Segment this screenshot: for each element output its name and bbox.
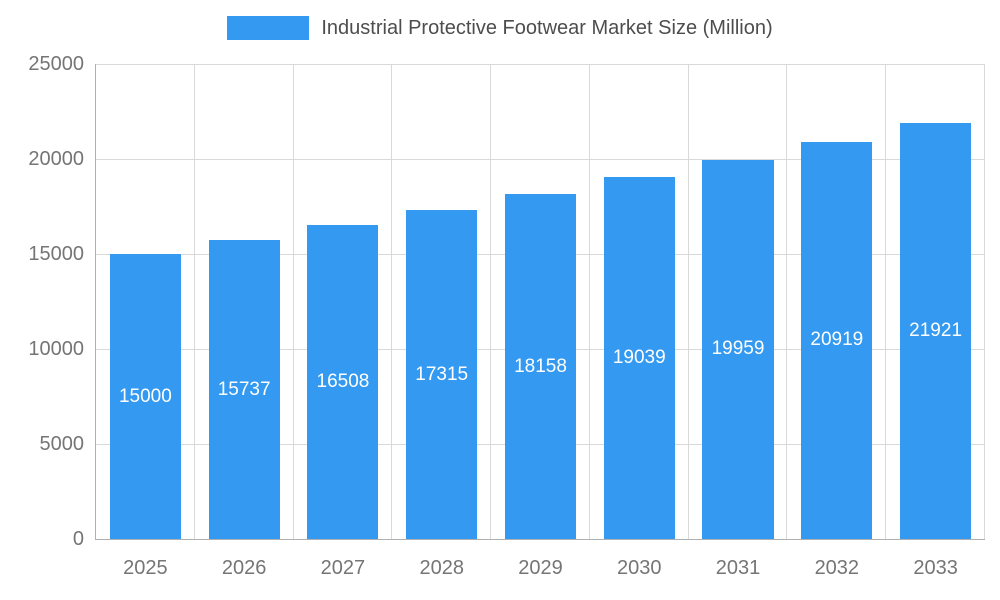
y-axis-tick-label: 25000 [28,53,84,75]
chart-legend[interactable]: Industrial Protective Footwear Market Si… [0,16,1000,40]
x-axis-tick-label: 2025 [123,557,168,579]
x-axis-tick-label: 2033 [913,557,958,579]
x-axis-tick-label: 2032 [814,557,860,579]
y-axis-tick-label: 0 [72,528,84,550]
y-axis-tick-label: 5000 [39,433,85,455]
y-axis-tick-label: 10000 [28,338,84,360]
x-axis-tick-label: 2030 [617,557,662,579]
bar-2033: 21921 [900,122,972,539]
x-axis-tick-label: 2029 [518,557,563,579]
x-gridline [490,64,492,539]
bar-2027: 16508 [307,225,379,539]
bar-2026: 15737 [208,240,280,539]
y-axis-tick-label: 20000 [28,148,84,170]
x-axis-tick-label: 2026 [221,557,267,579]
y-gridline [96,159,985,160]
y-axis-tick-label: 15000 [28,243,84,265]
bar-2032: 20919 [801,141,873,539]
y-gridline [96,64,985,65]
bar-value-label: 21921 [909,319,963,341]
x-gridline [885,64,887,539]
x-gridline [193,64,195,539]
x-axis-tick-label: 2031 [715,557,761,579]
bar-value-label: 19959 [711,338,765,360]
x-gridline [391,64,393,539]
bar-value-label: 20919 [810,329,864,351]
bar-2031: 19959 [702,159,774,539]
chart-title: Industrial Protective Footwear Market Si… [321,16,773,39]
bar-value-label: 18158 [514,355,567,377]
x-gridline [786,64,788,539]
x-axis-tick-label: 2027 [320,557,366,579]
x-gridline [687,64,689,539]
x-gridline [292,64,294,539]
bar-value-label: 19039 [612,347,666,369]
bar-value-label: 17315 [415,363,469,385]
bar-2029: 18158 [504,194,577,539]
bar-2025: 15000 [109,254,181,539]
bar-value-label: 15737 [217,378,271,400]
bar-value-label: 16508 [316,371,370,393]
legend-swatch [227,16,310,40]
bar-2028: 17315 [406,210,478,539]
bar-value-label: 15000 [118,385,172,407]
x-gridline [588,64,590,539]
x-axis-tick-label: 2028 [419,557,464,579]
x-gridline [984,64,985,539]
bar-2030: 19039 [603,177,675,539]
plot-area: 0 5000 10000 15000 20000 25000 15000 2025 15737 2… [28,54,985,579]
